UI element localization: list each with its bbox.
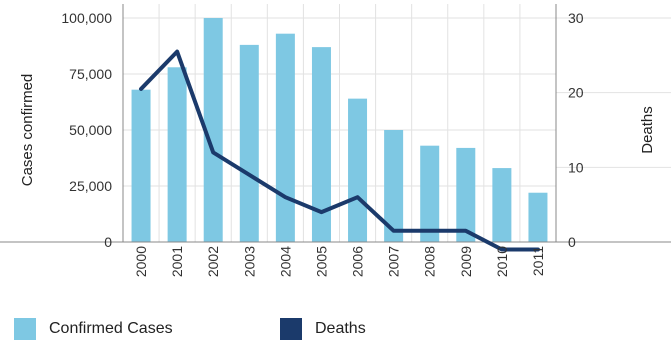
x-tick-label-2005: 2005 <box>313 246 329 277</box>
y-tick-label: 25,000 <box>69 178 112 194</box>
y2-tick-label: 0 <box>568 234 576 250</box>
bar-2003 <box>239 44 259 242</box>
x-tick-label-2006: 2006 <box>350 246 366 277</box>
y2-tick-label: 30 <box>568 10 584 26</box>
deaths-line-group <box>139 49 540 252</box>
series-line-deaths <box>139 49 540 252</box>
bars <box>131 18 548 243</box>
bar-2010 <box>492 168 512 242</box>
bar-2011 <box>528 192 548 242</box>
y2-tick-label: 20 <box>568 85 584 101</box>
legend-item-confirmed: Confirmed Cases <box>14 318 173 340</box>
x-tick-label-2010: 2010 <box>494 246 510 277</box>
ticks: 0 25,000 50,000 75,000 100,000 0 10 20 30 2000 200… <box>61 10 583 277</box>
bar-2000 <box>131 89 151 243</box>
legend-item-deaths: Deaths <box>280 318 366 340</box>
x-tick-label-2007: 2007 <box>386 246 402 277</box>
y-tick-label: 100,000 <box>61 10 112 26</box>
bar-2009 <box>456 147 476 242</box>
y-tick-label: 50,000 <box>69 122 112 138</box>
legend-swatch-deaths <box>280 318 302 340</box>
bar-2006 <box>348 98 368 242</box>
bar-2002 <box>203 18 223 242</box>
bar-2004 <box>275 33 295 243</box>
bar-2007 <box>384 130 404 242</box>
x-tick-label-2011: 2011 <box>530 246 546 276</box>
y2-axis-label: Deaths <box>639 106 656 154</box>
x-tick-label-2000: 2000 <box>133 246 149 277</box>
legend-swatch-confirmed <box>14 318 36 340</box>
axes <box>0 4 671 243</box>
x-tick-label-2002: 2002 <box>205 246 221 277</box>
legend-label-deaths: Deaths <box>315 320 366 337</box>
legend-label-confirmed: Confirmed Cases <box>49 320 173 337</box>
x-tick-label-2004: 2004 <box>277 246 293 277</box>
x-tick-label-2008: 2008 <box>422 246 438 277</box>
x-tick-label-2009: 2009 <box>458 246 474 277</box>
x-tick-label-2003: 2003 <box>241 246 257 277</box>
x-tick-label-2001: 2001 <box>169 246 185 277</box>
y-tick-label: 0 <box>104 234 112 250</box>
y-tick-label: 75,000 <box>69 66 112 82</box>
y2-tick-label: 10 <box>568 159 584 175</box>
bar-2005 <box>311 47 331 243</box>
y-axis-label: Cases confirmed <box>19 74 36 187</box>
bar-2001 <box>167 67 187 242</box>
bar-2008 <box>420 145 440 242</box>
